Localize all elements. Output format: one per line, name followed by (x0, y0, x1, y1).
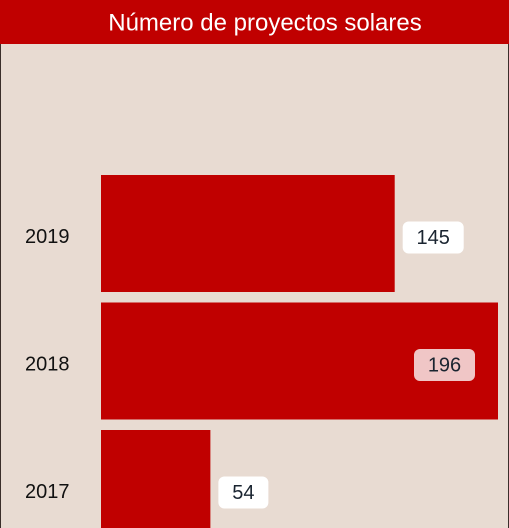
value-label: 145 (417, 227, 450, 249)
y-tick-label: 2019 (25, 226, 70, 248)
value-label: 54 (232, 482, 254, 504)
bar (101, 175, 395, 292)
bar (101, 430, 211, 528)
value-label-box (402, 221, 464, 254)
value-label-box (218, 476, 269, 509)
value-label-box (414, 349, 475, 381)
y-tick-label: 2017 (25, 481, 70, 503)
title-bar (0, 0, 509, 44)
y-tick-label: 2018 (25, 353, 70, 375)
chart-title: Número de proyectos solares (108, 9, 421, 36)
value-label: 196 (428, 354, 461, 376)
